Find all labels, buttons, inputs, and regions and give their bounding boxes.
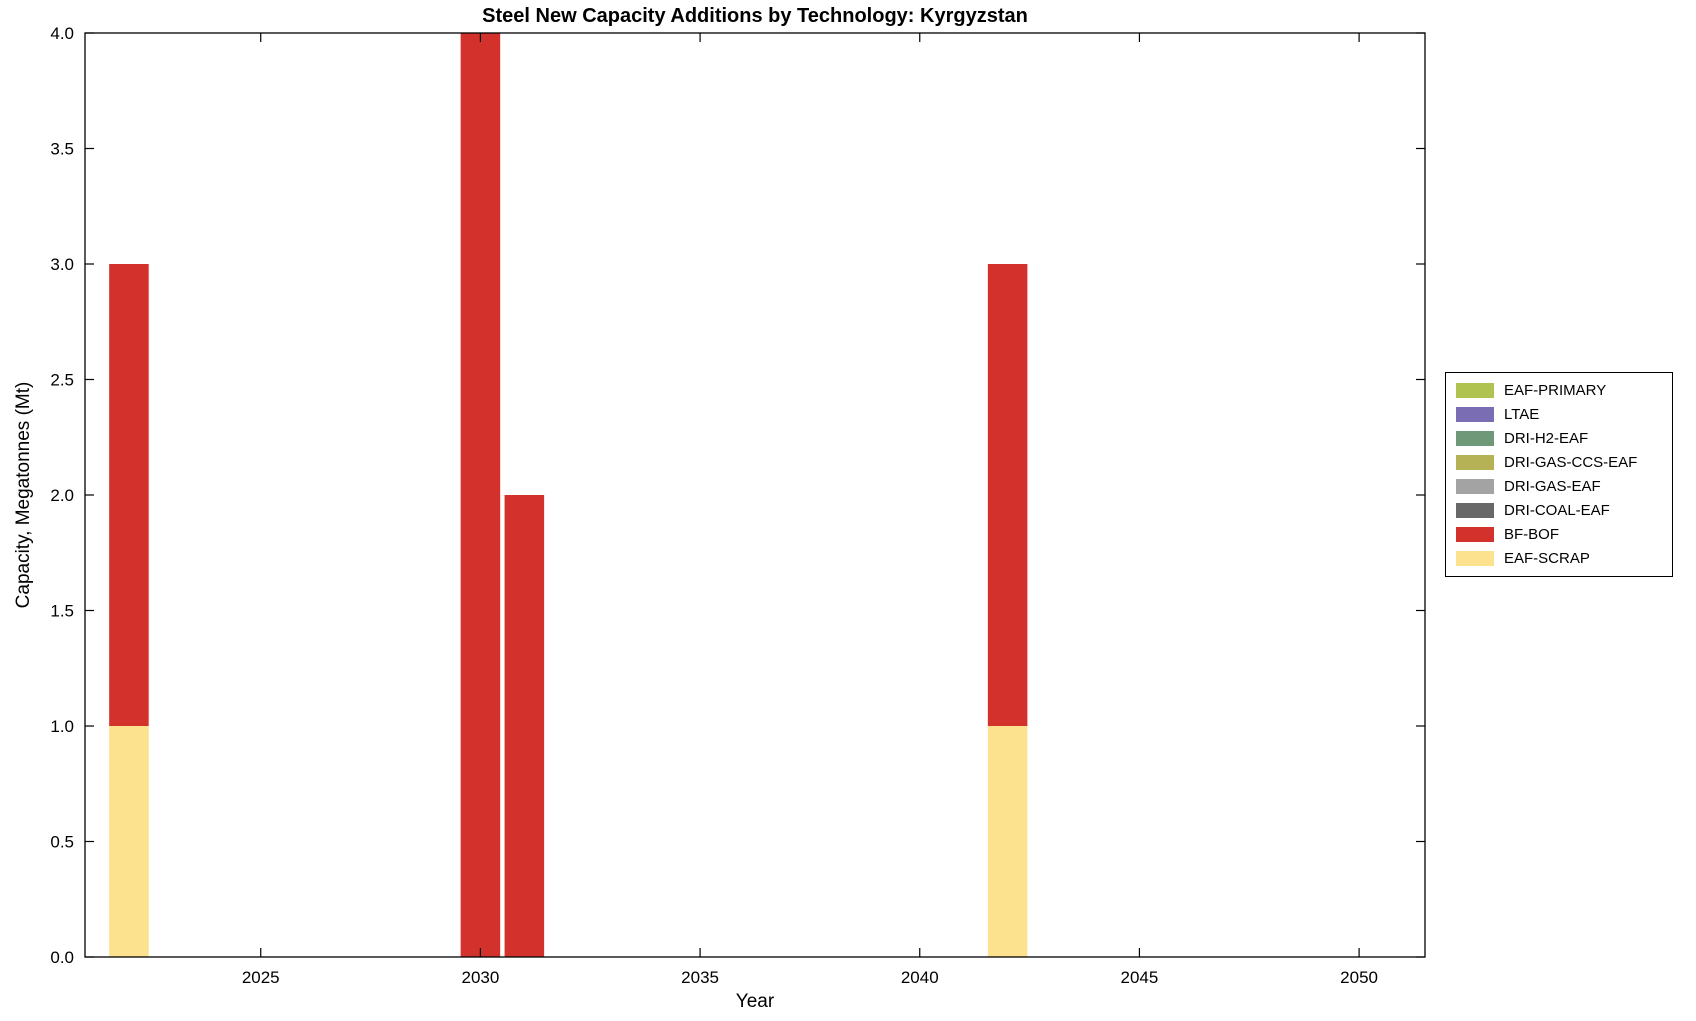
legend-label: DRI-GAS-EAF [1504,478,1601,495]
legend-swatch-BF-BOF [1456,527,1494,542]
y-tick-label: 2.5 [50,371,74,390]
legend-item-EAF-PRIMARY: EAF-PRIMARY [1456,382,1660,399]
x-tick-label: 2025 [242,968,280,987]
y-tick-label: 1.0 [50,717,74,736]
legend-swatch-EAF-SCRAP [1456,551,1494,566]
y-tick-label: 3.5 [50,140,74,159]
bar-segment-BF-BOF-2042 [987,264,1028,726]
bar-segment-EAF-SCRAP-2042 [987,726,1028,957]
legend-label: EAF-SCRAP [1504,550,1590,567]
legend-swatch-LTAE [1456,407,1494,422]
x-axis-label: Year [735,991,775,1012]
legend-item-DRI-GAS-CCS-EAF: DRI-GAS-CCS-EAF [1456,454,1660,471]
legend-swatch-EAF-PRIMARY [1456,383,1494,398]
x-tick-label: 2040 [901,968,939,987]
x-tick-label: 2050 [1340,968,1378,987]
legend-label: EAF-PRIMARY [1504,382,1607,399]
y-tick-label: 3.0 [50,255,74,274]
legend: EAF-PRIMARY LTAE DRI-H2-EAF DRI-GAS-CCS-EAF… [1445,372,1673,577]
legend-item-EAF-SCRAP: EAF-SCRAP [1456,550,1660,567]
bar-segment-BF-BOF-2022 [109,264,149,726]
legend-swatch-DRI-H2-EAF [1456,431,1494,446]
legend-label: LTAE [1504,406,1540,423]
bar-segment-BF-BOF-2031 [504,495,545,957]
legend-item-BF-BOF: BF-BOF [1456,526,1660,543]
legend-label: DRI-GAS-CCS-EAF [1504,454,1638,471]
y-tick-label: 0.0 [50,948,74,967]
legend-label: BF-BOF [1504,526,1559,543]
axes-box [84,32,1426,958]
legend-label: DRI-H2-EAF [1504,430,1589,447]
legend-item-DRI-COAL-EAF: DRI-COAL-EAF [1456,502,1660,519]
legend-swatch-DRI-GAS-CCS-EAF [1456,455,1494,470]
legend-swatch-DRI-COAL-EAF [1456,503,1494,518]
legend-swatch-DRI-GAS-EAF [1456,479,1494,494]
x-tick-label: 2035 [681,968,719,987]
x-tick-label: 2030 [461,968,499,987]
y-tick-label: 4.0 [50,24,74,43]
y-tick-label: 1.5 [50,602,74,621]
legend-label: DRI-COAL-EAF [1504,502,1610,519]
legend-item-DRI-H2-EAF: DRI-H2-EAF [1456,430,1660,447]
y-tick-label: 2.0 [50,486,74,505]
legend-item-LTAE: LTAE [1456,406,1660,423]
legend-item-DRI-GAS-EAF: DRI-GAS-EAF [1456,478,1660,495]
bar-segment-BF-BOF-2030 [460,33,501,957]
bars [109,33,1028,957]
x-axis-ticks: 2025 2030 2035 2040 2045 2050 [242,33,1378,987]
chart-title: Steel New Capacity Additions by Technolo… [482,5,1028,27]
y-tick-label: 0.5 [50,833,74,852]
bar-segment-EAF-SCRAP-2022 [109,726,149,957]
x-tick-label: 2045 [1121,968,1159,987]
y-axis-ticks: 0.0 0.5 1.0 1.5 2.0 2.5 3.0 3.5 4.0 [50,24,1425,967]
